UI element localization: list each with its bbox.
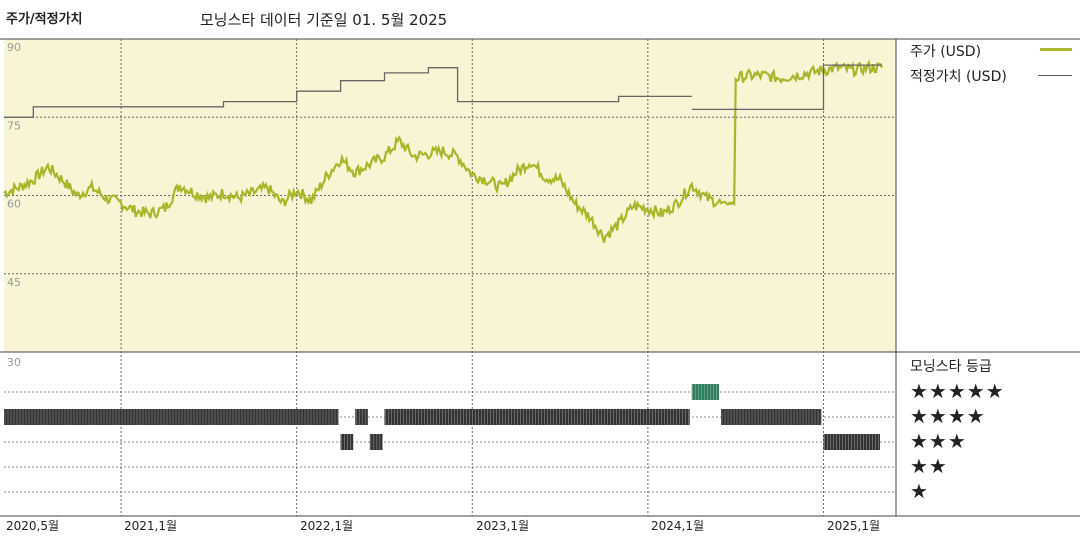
x-tick-label-6: 2025,1월 — [827, 519, 880, 533]
rating-title: 모닝스타 등급 — [910, 359, 992, 375]
rating-bar-2 — [340, 434, 354, 450]
y-tick-label-90: 90 — [7, 41, 21, 54]
y-tick-label-30: 30 — [7, 356, 21, 369]
rating-bar-fill — [384, 409, 690, 425]
rating-bar-fill — [721, 409, 822, 425]
rating-3-stars: ★★★ — [910, 429, 967, 453]
rating-bar-fill — [369, 434, 383, 450]
y-tick-label-75: 75 — [7, 119, 21, 132]
rating-5-stars: ★★★★★ — [910, 379, 1005, 403]
rating-1-star: ★ — [910, 479, 929, 503]
section-title: 주가/적정가치 — [6, 12, 83, 27]
y-tick-label-60: 60 — [7, 198, 21, 211]
rating-bar-7 — [721, 409, 822, 425]
data-date-label: 모닝스타 데이터 기준일 01. 5월 2025 — [200, 11, 448, 29]
price-series-line — [3, 59, 884, 243]
legend-price-label: 주가 (USD) — [910, 44, 982, 60]
rating-bar-fill — [691, 384, 720, 400]
x-tick-label-3: 2022,1월 — [300, 519, 353, 533]
rating-bar-5 — [384, 409, 690, 425]
x-tick-label-2: 2021,1월 — [124, 519, 177, 533]
x-tick-label-1: 2020,5월 — [6, 519, 59, 533]
x-tick-label-4: 2023,1월 — [476, 519, 529, 533]
fair-value-segment-1 — [4, 67, 692, 118]
legend-fair-value-swatch — [1038, 75, 1072, 76]
legend-price-swatch — [1040, 48, 1072, 51]
y-tick-label-45: 45 — [7, 276, 21, 289]
rating-bar-fill — [340, 434, 354, 450]
rating-bar-fill — [4, 409, 339, 425]
rating-bar-fill — [355, 409, 368, 425]
rating-bar-4 — [369, 434, 383, 450]
legend-fair-value-label: 적정가치 (USD) — [910, 69, 1007, 85]
fair-value-segment-2 — [691, 64, 882, 111]
rating-bar-fill — [823, 434, 880, 450]
rating-bar-8 — [823, 434, 880, 450]
rating-bar-6 — [691, 384, 720, 400]
rating-2-stars: ★★ — [910, 454, 948, 478]
rating-bar-1 — [4, 409, 339, 425]
x-tick-label-5: 2024,1월 — [651, 519, 704, 533]
rating-bar-3 — [355, 409, 368, 425]
rating-4-stars: ★★★★ — [910, 404, 986, 428]
